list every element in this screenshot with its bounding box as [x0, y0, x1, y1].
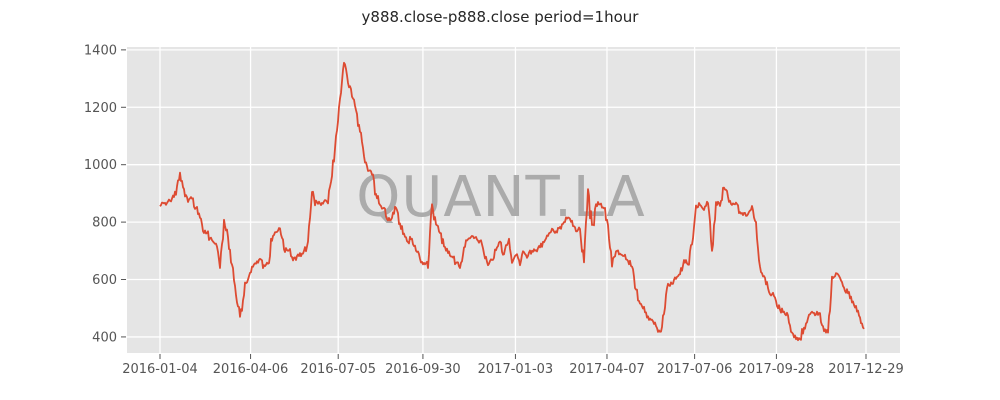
- tick-label: 2017-12-29: [828, 362, 904, 377]
- tick-label: 1400: [84, 43, 117, 58]
- y-axis-tick-labels: 400 600 800 1000 1200 1400: [84, 43, 117, 345]
- tick-label: 2017-09-28: [739, 362, 815, 377]
- plot-background: [127, 47, 900, 353]
- x-axis-tick-labels: 2016-01-04 2016-04-06 2016-07-05 2016-09-30…: [122, 362, 904, 377]
- tick-label: 2017-04-07: [569, 362, 645, 377]
- tick-label: 2017-01-03: [478, 362, 554, 377]
- tick-label: 2016-09-30: [385, 362, 461, 377]
- tick-label: 400: [92, 330, 117, 345]
- chart-title: y888.close-p888.close period=1hour: [361, 8, 639, 26]
- tick-label: 800: [92, 216, 117, 231]
- tick-label: 2017-07-06: [657, 362, 733, 377]
- tick-label: 1200: [84, 101, 117, 116]
- tick-label: 2016-01-04: [122, 362, 198, 377]
- tick-label: 1000: [84, 158, 117, 173]
- watermark-text: QUANT.LA: [356, 165, 645, 230]
- series-line: [159, 61, 865, 342]
- tick-label: 2016-07-05: [300, 362, 376, 377]
- tick-marks: [121, 49, 867, 359]
- tick-label: 600: [92, 273, 117, 288]
- gridlines: [127, 47, 900, 353]
- tick-label: 2016-04-06: [213, 362, 289, 377]
